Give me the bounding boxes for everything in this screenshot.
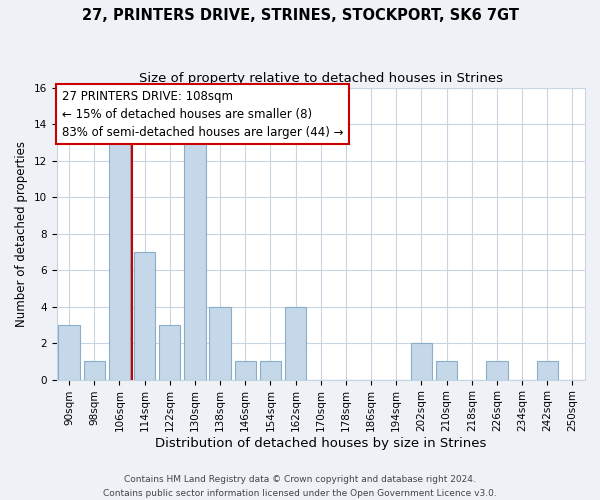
Text: Contains HM Land Registry data © Crown copyright and database right 2024.
Contai: Contains HM Land Registry data © Crown c… bbox=[103, 476, 497, 498]
Bar bbox=[58, 325, 80, 380]
Title: Size of property relative to detached houses in Strines: Size of property relative to detached ho… bbox=[139, 72, 503, 86]
Bar bbox=[134, 252, 155, 380]
Bar bbox=[235, 362, 256, 380]
X-axis label: Distribution of detached houses by size in Strines: Distribution of detached houses by size … bbox=[155, 437, 487, 450]
Bar bbox=[411, 343, 432, 380]
Text: 27, PRINTERS DRIVE, STRINES, STOCKPORT, SK6 7GT: 27, PRINTERS DRIVE, STRINES, STOCKPORT, … bbox=[82, 8, 518, 22]
Bar bbox=[209, 306, 231, 380]
Bar bbox=[83, 362, 105, 380]
Text: 27 PRINTERS DRIVE: 108sqm
← 15% of detached houses are smaller (8)
83% of semi-d: 27 PRINTERS DRIVE: 108sqm ← 15% of detac… bbox=[62, 90, 343, 138]
Bar bbox=[184, 142, 206, 380]
Bar bbox=[159, 325, 181, 380]
Y-axis label: Number of detached properties: Number of detached properties bbox=[15, 141, 28, 327]
Bar bbox=[285, 306, 306, 380]
Bar bbox=[260, 362, 281, 380]
Bar bbox=[536, 362, 558, 380]
Bar bbox=[109, 142, 130, 380]
Bar bbox=[436, 362, 457, 380]
Bar bbox=[486, 362, 508, 380]
